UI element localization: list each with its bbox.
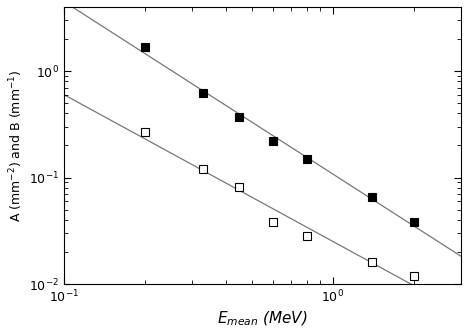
Y-axis label: A (mm$^{-2}$) and B (mm$^{-1}$): A (mm$^{-2}$) and B (mm$^{-1}$) xyxy=(7,69,24,222)
X-axis label: $E_{mean}$ (MeV): $E_{mean}$ (MeV) xyxy=(217,310,307,328)
